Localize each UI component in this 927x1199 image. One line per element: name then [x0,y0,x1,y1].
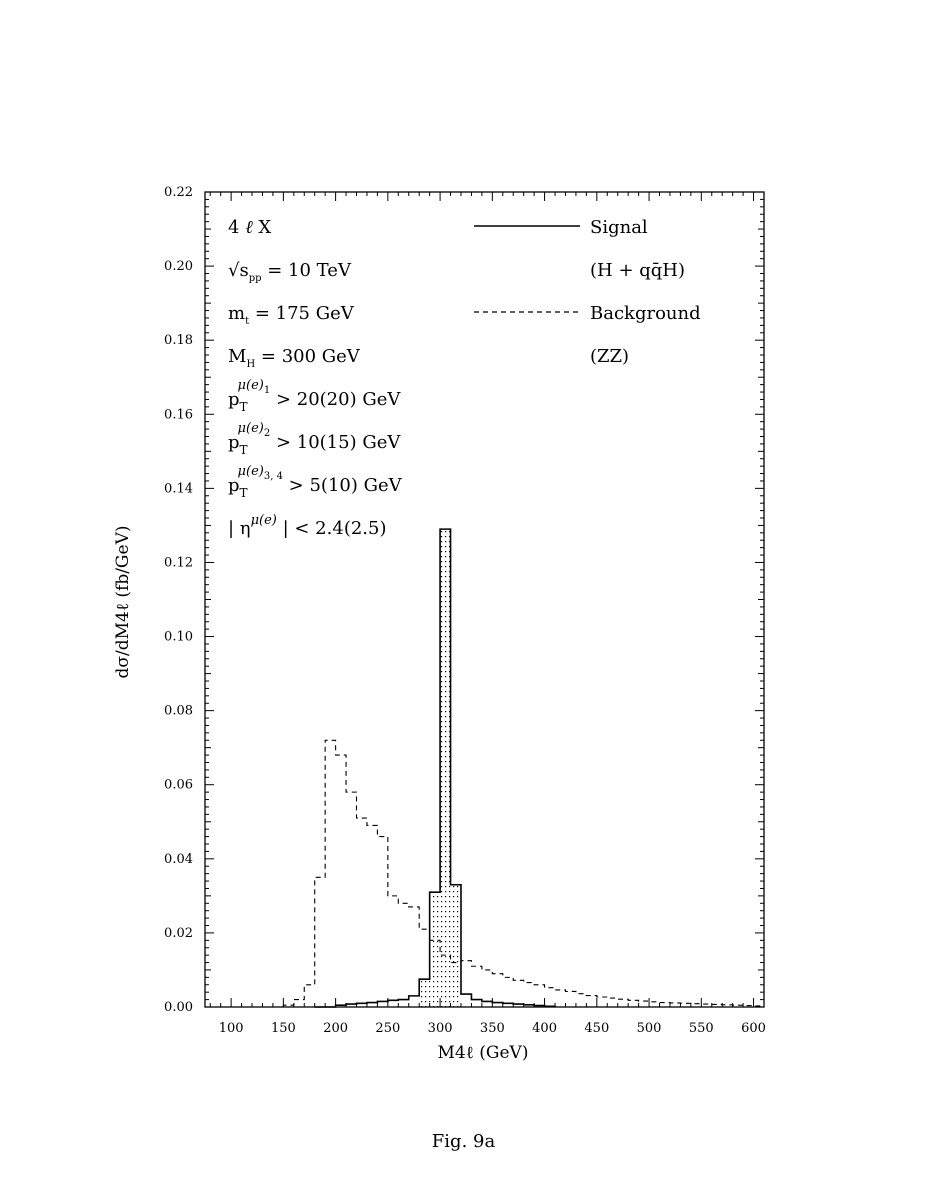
annotation-line: MH = 300 GeV [228,346,361,370]
x-tick-label: 150 [271,1021,296,1036]
signal-bar-fill [440,529,451,1007]
annotation-line: pTμ(e)1 > 20(20) GeV [228,378,401,414]
y-tick-label: 0.14 [164,481,193,496]
annotation-line: mt = 175 GeV [228,303,355,327]
x-tick-label: 600 [741,1021,766,1036]
background-series [282,739,765,1007]
annotation-line: 4 ℓ X [228,217,271,238]
y-tick-label: 0.02 [164,926,193,941]
y-tick-label: 0.06 [164,778,193,793]
x-tick-label: 350 [480,1021,505,1036]
annotation-line: pTμ(e)2 > 10(15) GeV [228,421,401,457]
annotation-line: √spp = 10 TeV [228,260,352,284]
y-tick-label: 0.10 [164,630,193,645]
x-tick-labels: 100 150 200 250 300 350 400 450 500 550 600 [219,1021,766,1036]
axis-ticks [205,191,764,1008]
x-axis-title: M4ℓ (GeV) [438,1043,529,1063]
signal-bar-fill [419,979,430,1007]
y-axis-title: dσ/dM4ℓ (fb/GeV) [113,526,133,679]
y-tick-label: 0.20 [164,259,193,274]
y-tick-label: 0.16 [164,407,193,422]
legend: Signal (H + qq̄H) Background (ZZ) [474,217,701,367]
x-tick-label: 500 [637,1021,662,1036]
x-tick-label: 450 [584,1021,609,1036]
y-tick-labels: 0.00 0.02 0.04 0.06 0.08 0.10 0.12 0.14 0.16 0.18… [164,185,193,1015]
legend-signal-label: Signal [590,217,648,238]
x-tick-label: 200 [323,1021,348,1036]
figure-caption: Fig. 9a [431,1131,496,1152]
y-tick-label: 0.08 [164,704,193,719]
x-tick-label: 400 [532,1021,557,1036]
legend-background-label: Background [590,303,701,324]
signal-bar-fill [429,892,441,1007]
cut-annotations: 4 ℓ X √spp = 10 TeV mt = 175 GeV MH = 300 G… [228,217,403,539]
signal-outline [314,528,556,1008]
annotation-line: pTμ(e)3, 4 > 5(10) GeV [228,464,403,500]
y-tick-label: 0.18 [164,333,193,348]
legend-background-sub: (ZZ) [590,346,629,367]
signal-series [314,528,556,1008]
legend-signal-sub: (H + qq̄H) [590,260,685,281]
annotation-line: | ημ(e) | < 2.4(2.5) [228,513,386,539]
signal-bar-fill [450,884,461,1007]
y-tick-label: 0.04 [164,852,193,867]
y-tick-label: 0.00 [164,1000,193,1015]
y-tick-label: 0.12 [164,555,193,570]
y-tick-label: 0.22 [164,185,193,200]
x-tick-label: 300 [428,1021,453,1036]
background-outline [282,739,765,1007]
x-tick-label: 100 [219,1021,244,1036]
x-tick-label: 250 [375,1021,400,1036]
x-tick-label: 550 [689,1021,714,1036]
